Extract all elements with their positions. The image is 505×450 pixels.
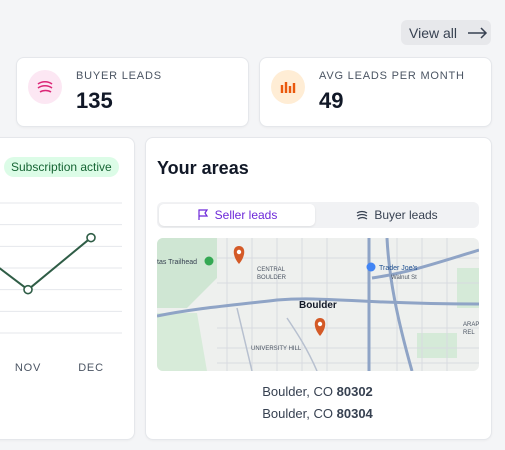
map-label: CENTRAL xyxy=(257,267,286,273)
map-pin xyxy=(233,246,245,264)
map-label: tas Trailhead xyxy=(157,259,197,266)
buyer-leads-icon xyxy=(28,70,62,104)
map-label: ARAP xyxy=(463,322,479,328)
zip-line: Boulder, CO 80302 xyxy=(145,384,490,399)
avg-leads-card: AVG LEADS PER MONTH 49 xyxy=(259,57,492,127)
areas-title: Your areas xyxy=(157,158,249,178)
arrow-icon xyxy=(468,26,488,39)
stat-label: BUYER LEADS xyxy=(76,70,162,82)
x-tick-label: DEC xyxy=(78,362,104,374)
map-label: Boulder xyxy=(299,300,337,311)
poi-marker xyxy=(366,262,376,272)
view-all-button[interactable]: View all xyxy=(401,20,491,45)
buyer-tab[interactable]: Buyer leads xyxy=(317,204,477,226)
subscription-card xyxy=(0,137,135,440)
trend-point xyxy=(86,232,96,243)
seller-tab[interactable]: Seller leads xyxy=(159,204,315,226)
map-pin-dot xyxy=(317,321,323,327)
map-label: BOULDER xyxy=(257,275,287,281)
stat-value: 49 xyxy=(319,88,344,113)
trend-chart: NOV DEC xyxy=(0,202,122,374)
zip-code: 80302 xyxy=(336,384,373,399)
stat-label: AVG LEADS PER MONTH xyxy=(319,70,465,82)
poi-marker xyxy=(204,256,214,266)
map-labels: tas Trailhead CENTRAL BOULDER Trader Joe's W… xyxy=(157,259,479,352)
zip-code: 80304 xyxy=(336,406,373,421)
map-label: Trader Joe's xyxy=(379,265,418,272)
trend-point xyxy=(23,284,33,295)
zip-line: Boulder, CO 80304 xyxy=(145,406,490,421)
flag-icon xyxy=(198,209,208,220)
x-tick-label: NOV xyxy=(15,362,41,374)
map-label: UNIVERSITY HILL xyxy=(251,346,302,352)
zip-city: Boulder, CO xyxy=(262,406,334,421)
avg-leads-icon xyxy=(271,70,305,104)
leads-icon xyxy=(356,210,368,220)
map-label: Walnut St xyxy=(391,275,417,281)
zip-city: Boulder, CO xyxy=(262,384,334,399)
lead-tabs: Seller leads Buyer leads xyxy=(157,202,479,228)
view-all-label: View all xyxy=(409,24,457,41)
map[interactable]: tas Trailhead CENTRAL BOULDER Trader Joe's W… xyxy=(157,238,479,371)
subscription-badge: Subscription active xyxy=(4,157,119,177)
buyer-leads-card: BUYER LEADS 135 xyxy=(16,57,249,127)
trend-line xyxy=(0,236,92,291)
map-pin-dot xyxy=(236,249,242,255)
map-pin xyxy=(314,318,326,336)
stat-value: 135 xyxy=(76,88,113,113)
map-label: REL xyxy=(463,330,475,336)
tab-label: Buyer leads xyxy=(374,208,438,222)
tab-label: Seller leads xyxy=(214,208,278,222)
